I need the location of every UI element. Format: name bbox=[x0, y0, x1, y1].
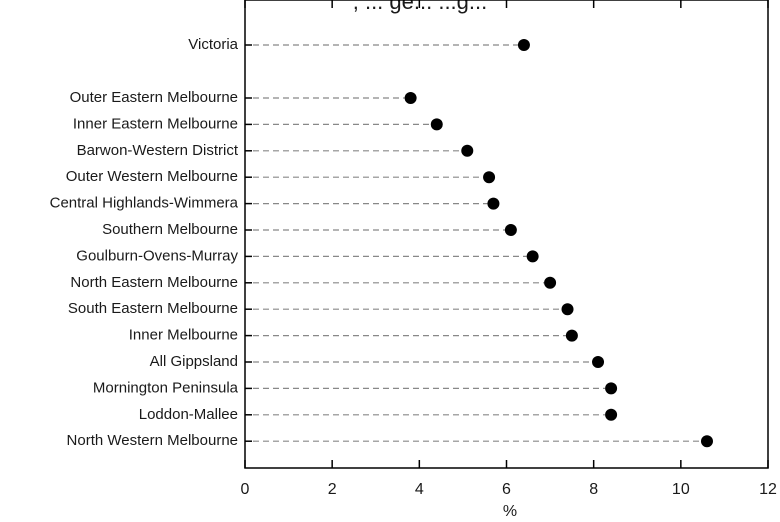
category-label: Outer Western Melbourne bbox=[66, 168, 238, 185]
category-label: All Gippsland bbox=[150, 353, 238, 370]
data-point bbox=[526, 250, 539, 263]
x-tick-label: 4 bbox=[415, 481, 424, 498]
category-label: Loddon-Mallee bbox=[139, 406, 238, 423]
data-point bbox=[404, 92, 417, 104]
category-label: Southern Melbourne bbox=[102, 221, 238, 238]
data-point bbox=[430, 118, 443, 131]
data-point bbox=[483, 171, 496, 184]
x-tick-label: 2 bbox=[328, 481, 337, 498]
data-point bbox=[504, 224, 517, 236]
category-label: Inner Melbourne bbox=[129, 327, 238, 344]
x-axis-title: % bbox=[503, 503, 517, 520]
data-point bbox=[565, 329, 578, 342]
data-point bbox=[605, 408, 618, 421]
category-label: Mornington Peninsula bbox=[93, 379, 239, 396]
x-tick-label: 12 bbox=[759, 481, 777, 498]
data-point bbox=[487, 197, 500, 210]
data-point bbox=[592, 356, 605, 368]
data-point bbox=[517, 39, 530, 51]
category-label: Barwon-Western District bbox=[77, 142, 239, 159]
data-point bbox=[605, 382, 618, 395]
data-point bbox=[700, 435, 713, 448]
data-point bbox=[461, 144, 474, 157]
x-tick-label: 8 bbox=[589, 481, 598, 498]
category-label: Goulburn-Ovens-Murray bbox=[76, 247, 238, 264]
category-label: Victoria bbox=[188, 36, 238, 53]
data-rows: Victoria Outer Eastern Melbourne Inner Eas… bbox=[50, 36, 713, 449]
category-label: Inner Eastern Melbourne bbox=[73, 115, 238, 132]
category-label: North Western Melbourne bbox=[67, 432, 238, 449]
x-tick-label: 0 bbox=[241, 481, 250, 498]
x-tick-label: 6 bbox=[502, 481, 511, 498]
data-point bbox=[544, 276, 557, 289]
category-label: North Eastern Melbourne bbox=[70, 274, 238, 291]
x-axis: 0 2 4 6 8 10 12 bbox=[241, 0, 777, 498]
category-label: Outer Eastern Melbourne bbox=[70, 89, 238, 106]
x-tick-label: 10 bbox=[672, 481, 690, 498]
category-label: Central Highlands-Wimmera bbox=[50, 195, 239, 212]
data-point bbox=[561, 303, 574, 316]
category-label: South Eastern Melbourne bbox=[68, 300, 238, 317]
